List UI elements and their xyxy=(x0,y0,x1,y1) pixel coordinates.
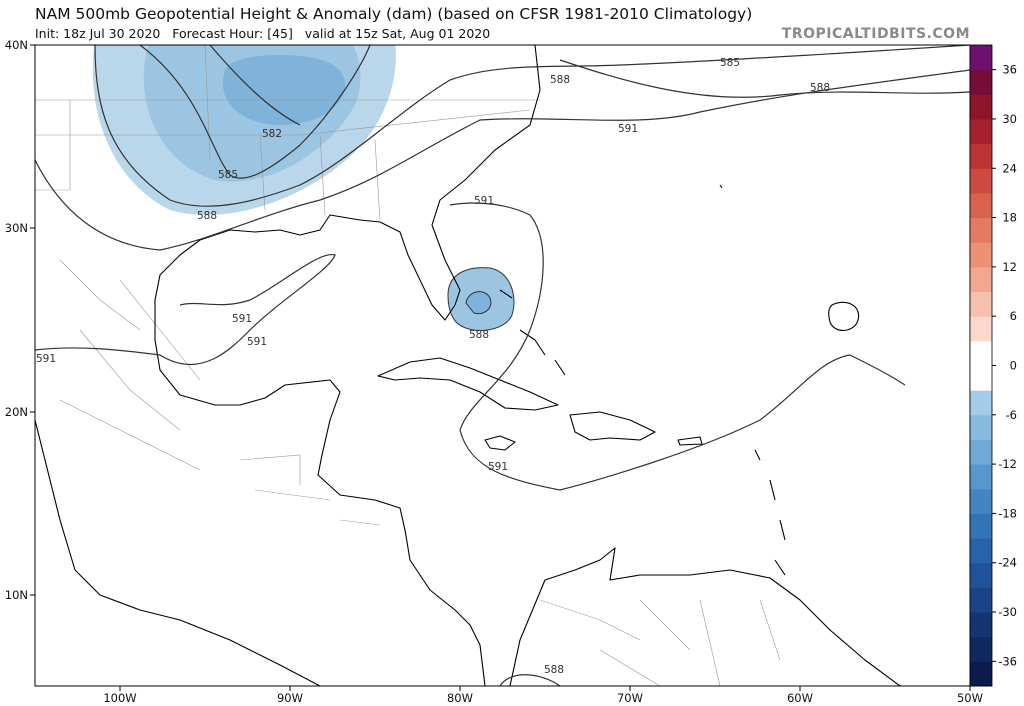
contour xyxy=(35,69,970,251)
colorbar-segment xyxy=(970,316,992,342)
lon-label: 70W xyxy=(617,691,643,705)
map: 585 588 591 588 582 585 588 591 591 591 … xyxy=(34,44,971,687)
lon-label: 100W xyxy=(103,691,136,705)
contour-label: 588 xyxy=(550,74,570,86)
contour xyxy=(499,674,561,686)
contour-label: 591 xyxy=(474,195,494,207)
colorbar-segment xyxy=(970,365,992,391)
colorbar-tick-label: 24 xyxy=(1002,161,1017,175)
colorbar-segment xyxy=(970,266,992,293)
coastline xyxy=(677,436,703,446)
lon-label: 80W xyxy=(447,691,473,705)
colorbar-segment xyxy=(970,661,992,687)
colorbar-segment xyxy=(970,94,992,120)
map-axes: 40N 30N 20N 10N 100W 90W 80W 70W 60W 50W xyxy=(5,38,983,705)
colorbar-segment xyxy=(970,217,992,243)
border xyxy=(59,259,201,471)
anomaly-shade xyxy=(465,291,492,315)
contour-label: 591 xyxy=(247,336,267,348)
border xyxy=(35,45,781,686)
contour xyxy=(139,45,371,179)
contour-label: 588 xyxy=(544,664,564,676)
contour-label: 591 xyxy=(488,461,508,473)
colorbar-tick-label: 6 xyxy=(1010,309,1017,323)
colorbar-segment xyxy=(970,340,992,366)
colorbar-segment xyxy=(970,45,992,71)
credit: TROPICALTIDBITS.COM xyxy=(782,26,970,42)
contour-label: 585 xyxy=(720,57,740,69)
coastline xyxy=(377,357,559,411)
lat-label: 30N xyxy=(5,221,28,235)
coastline xyxy=(35,419,321,686)
colorbar-segment xyxy=(970,168,992,194)
contour xyxy=(828,301,860,331)
colorbar-segment xyxy=(970,562,992,588)
contour-label: 591 xyxy=(232,313,252,325)
lon-label: 50W xyxy=(957,691,983,705)
coastline xyxy=(499,184,786,576)
anomaly-shade xyxy=(222,55,345,125)
colorbar-segment xyxy=(970,488,992,514)
contour-label: 588 xyxy=(810,82,830,94)
colorbar-segment xyxy=(970,390,992,416)
contour-label: 591 xyxy=(618,123,638,135)
colorbar-segment xyxy=(970,636,992,662)
subtitle: Init: 18z Jul 30 2020 Forecast Hour: [45… xyxy=(35,26,490,41)
colorbar-tick-label: 12 xyxy=(1002,260,1017,274)
colorbar-tick-label: 18 xyxy=(1002,211,1017,225)
lat-label: 40N xyxy=(5,38,28,52)
colorbar-segment xyxy=(970,464,992,490)
lat-label: 20N xyxy=(5,405,28,419)
colorbar-segment xyxy=(970,612,992,638)
colorbar-tick-label: -12 xyxy=(998,457,1017,471)
lat-label: 10N xyxy=(5,588,28,602)
colorbar-tick-label: -30 xyxy=(998,605,1017,619)
contour xyxy=(35,253,336,366)
lon-label: 90W xyxy=(277,691,303,705)
contour-label: 585 xyxy=(218,169,238,181)
contour-label: 582 xyxy=(262,128,282,140)
colorbar-tick-label: 30 xyxy=(1002,112,1017,126)
colorbar-segment xyxy=(970,587,992,613)
colorbar-tick-label: -36 xyxy=(998,654,1017,668)
colorbar-tick-label: 36 xyxy=(1002,63,1017,77)
colorbar-tick-label: -24 xyxy=(998,556,1017,570)
coastline xyxy=(569,411,656,441)
contour-label: 588 xyxy=(197,210,217,222)
colorbar-tick-label: 0 xyxy=(1010,359,1017,373)
coastline xyxy=(154,45,541,686)
colorbar-segment xyxy=(970,69,992,95)
contour xyxy=(449,202,906,491)
colorbar-segment xyxy=(970,538,992,564)
colorbar-segment xyxy=(970,513,992,539)
coastline xyxy=(484,435,516,451)
colorbar-tick-label: -18 xyxy=(998,506,1017,520)
contour xyxy=(209,45,301,126)
title: NAM 500mb Geopotential Height & Anomaly … xyxy=(35,5,752,23)
colorbar-segment xyxy=(970,143,992,169)
contour-label: 588 xyxy=(469,329,489,341)
colorbar-segment xyxy=(970,439,992,465)
colorbar-segment xyxy=(970,118,992,145)
colorbar: 36 30 24 18 12 6 0 -6 -12 -18 -24 -30 -36 xyxy=(969,44,1017,687)
colorbar-segment xyxy=(970,414,992,440)
contour xyxy=(559,59,970,98)
lon-label: 60W xyxy=(787,691,813,705)
colorbar-segment xyxy=(970,242,992,268)
colorbar-segment xyxy=(970,192,992,219)
colorbar-tick-label: -6 xyxy=(1006,408,1017,422)
contour-label: 591 xyxy=(36,353,56,365)
coastline xyxy=(509,547,901,686)
colorbar-segment xyxy=(970,291,992,317)
contour xyxy=(94,45,970,207)
